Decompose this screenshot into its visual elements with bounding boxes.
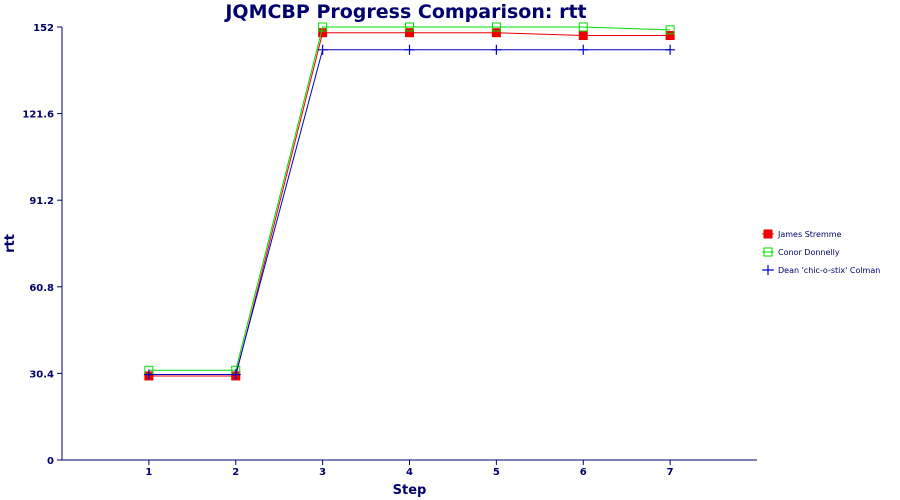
legend-marker — [763, 265, 773, 275]
series-line — [148, 32, 671, 377]
data-point — [665, 44, 676, 55]
legend-item: Conor Donnelly — [762, 247, 840, 257]
data-point — [578, 31, 588, 41]
x-tick-label: 7 — [667, 467, 674, 478]
data-point — [578, 22, 588, 32]
y-tick-label: 60.8 — [29, 283, 54, 294]
data-point — [491, 28, 501, 38]
legend-label: James Stremme — [777, 230, 842, 239]
series-1 — [144, 22, 675, 375]
y-tick-label: 0 — [47, 456, 54, 467]
x-axis-ticks: 1 2 3 4 5 6 7 — [145, 460, 674, 478]
y-axis-label: rtt — [3, 234, 18, 253]
legend-marker — [763, 247, 773, 257]
data-point — [491, 44, 502, 55]
data-point — [665, 31, 675, 41]
data-point — [491, 22, 501, 32]
y-axis-ticks: 0 30.4 60.8 91.2 121.6 152 — [22, 23, 62, 467]
data-point — [404, 44, 415, 55]
x-tick-label: 3 — [319, 467, 326, 478]
legend: James Stremme Conor Donnelly Dean 'chic-o-… — [762, 229, 880, 275]
legend-item: James Stremme — [762, 229, 842, 239]
data-point — [143, 369, 154, 380]
series-line — [148, 49, 671, 376]
x-tick-label: 5 — [493, 467, 500, 478]
legend-marker — [763, 229, 773, 239]
x-tick-label: 1 — [145, 467, 152, 478]
data-point — [318, 28, 328, 38]
data-point — [405, 28, 414, 38]
legend-label: Conor Donnelly — [778, 248, 840, 257]
y-tick-label: 30.4 — [29, 369, 54, 380]
x-tick-label: 6 — [580, 467, 587, 478]
x-tick-label: 4 — [406, 467, 413, 478]
data-point — [318, 22, 328, 32]
series-line — [148, 26, 671, 371]
data-point — [578, 44, 589, 55]
data-point — [317, 44, 328, 55]
data-point — [230, 369, 241, 380]
x-tick-label: 2 — [232, 467, 239, 478]
y-tick-label: 152 — [33, 23, 54, 34]
series-2 — [143, 44, 676, 380]
data-point — [665, 25, 675, 35]
y-tick-label: 91.2 — [29, 196, 54, 207]
y-tick-label: 121.6 — [22, 110, 54, 121]
chart-title: JQMCBP Progress Comparison: rtt — [223, 1, 586, 23]
x-axis-label: Step — [393, 483, 427, 498]
data-point — [405, 22, 414, 32]
series-0 — [144, 28, 675, 381]
legend-label: Dean 'chic-o-stix' Colman — [778, 266, 880, 275]
series-layer — [143, 22, 676, 381]
legend-item: Dean 'chic-o-stix' Colman — [762, 265, 880, 275]
